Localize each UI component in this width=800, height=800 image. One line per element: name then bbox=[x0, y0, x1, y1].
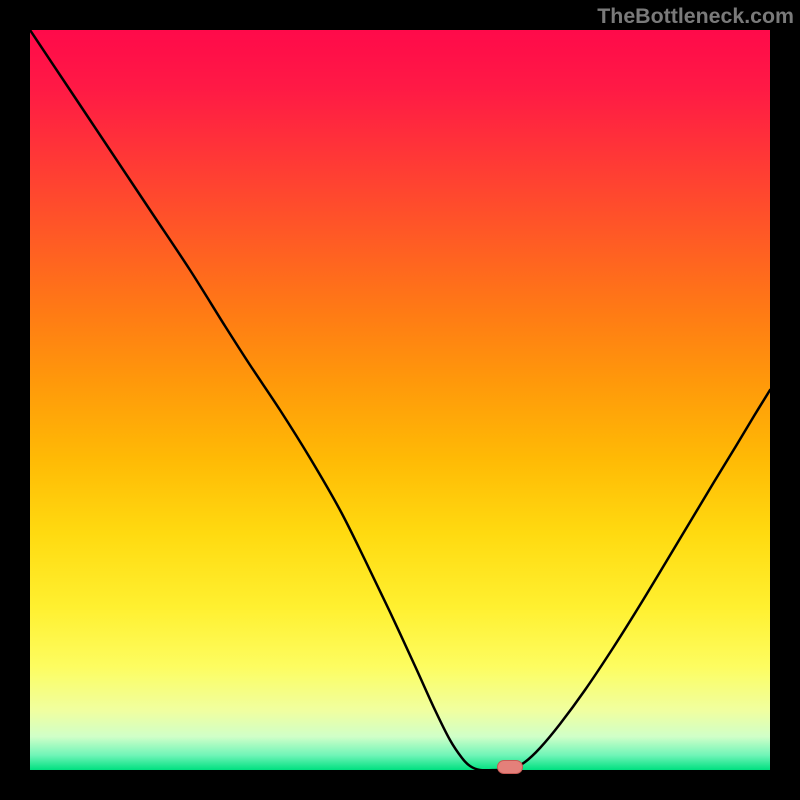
plot-area bbox=[30, 30, 770, 770]
watermark-text: TheBottleneck.com bbox=[597, 4, 794, 29]
optimum-marker bbox=[497, 760, 523, 774]
bottleneck-curve bbox=[30, 30, 770, 770]
